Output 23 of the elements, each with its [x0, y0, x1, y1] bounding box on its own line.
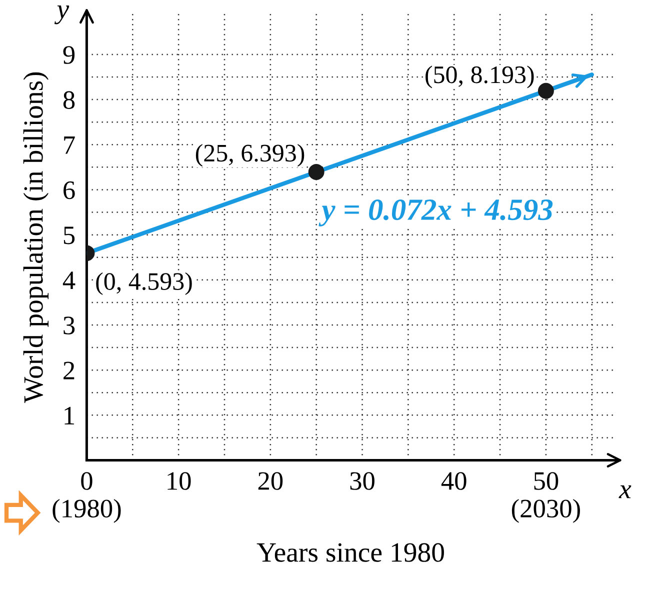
- y-tick-label: 1: [64, 406, 74, 424]
- annotation: y = 0.072x + 4.593: [318, 199, 553, 226]
- x-tick-label: 40: [441, 472, 466, 490]
- annotation: (50, 8.193): [426, 66, 534, 88]
- x-tick-label: 20: [258, 472, 283, 490]
- x-tick-label: 0 (1980): [52, 472, 121, 523]
- annotation: (25, 6.393): [196, 144, 304, 167]
- y-tick-label: 7: [64, 136, 75, 154]
- y-tick-label: 6: [64, 181, 75, 200]
- text: y: [54, 6, 70, 24]
- y-tick-label: 8: [63, 91, 75, 109]
- y-tick-label: 3: [64, 316, 75, 334]
- y-axis-title: World population (in billions): [23, 72, 49, 403]
- y-tick-label: 9: [63, 46, 75, 64]
- x-tick-label: 50 (2030): [512, 472, 580, 523]
- text: x: [618, 485, 632, 498]
- annotation: (0, 4.593): [96, 272, 192, 296]
- x-axis-title: Years since 1980: [256, 543, 444, 562]
- y-tick-label: 4: [62, 272, 76, 290]
- y-tick-label: 2: [64, 362, 74, 380]
- y-tick-label: 5: [64, 226, 75, 244]
- x-tick-label: 10: [168, 472, 191, 490]
- x-tick-label: 30: [350, 472, 374, 490]
